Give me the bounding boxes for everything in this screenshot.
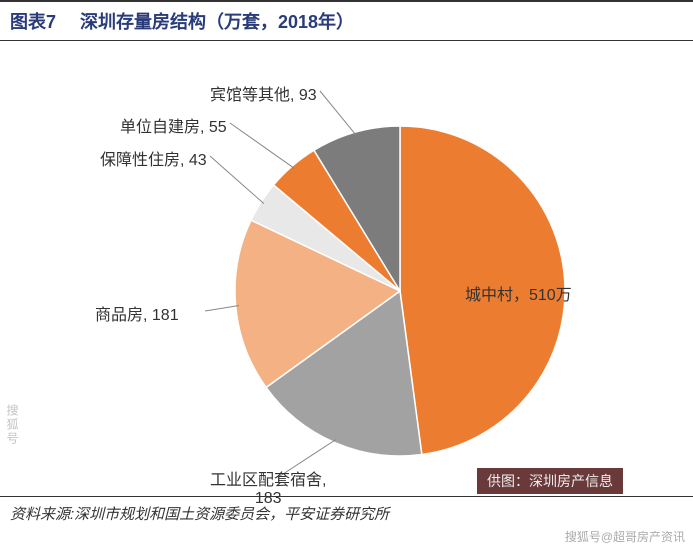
watermark-left-vertical: 搜狐号 (4, 404, 21, 446)
pie-chart-area: 城中村，510万工业区配套宿舍,183商品房, 181保障性住房, 43单位自建… (0, 41, 693, 496)
slice-label: 单位自建房, 55 (120, 113, 227, 137)
pie-chart-svg (0, 41, 693, 496)
watermark-bottom-right: 搜狐号@超哥房产资讯 (565, 528, 685, 545)
slice-label: 商品房, 181 (95, 301, 179, 325)
slice-label: 宾馆等其他, 93 (210, 81, 317, 105)
slice-label: 城中村，510万 (465, 281, 572, 305)
slice-label: 工业区配套宿舍,183 (210, 466, 326, 508)
slice-label: 保障性住房, 43 (100, 146, 207, 170)
chart-number: 图表7 (10, 8, 56, 34)
leader-line (210, 156, 264, 204)
leader-line (230, 123, 294, 168)
leader-line (205, 306, 239, 311)
leader-line (320, 91, 356, 135)
watermark-right-box: 供图：深圳房产信息 (477, 468, 623, 494)
chart-footer: 资料来源:深圳市规划和国土资源委员会，平安证券研究所 (0, 496, 693, 530)
chart-title: 深圳存量房结构（万套，2018年） (80, 8, 354, 34)
chart-header: 图表7 深圳存量房结构（万套，2018年） (0, 0, 693, 41)
source-text: 资料来源:深圳市规划和国土资源委员会，平安证券研究所 (10, 506, 389, 523)
